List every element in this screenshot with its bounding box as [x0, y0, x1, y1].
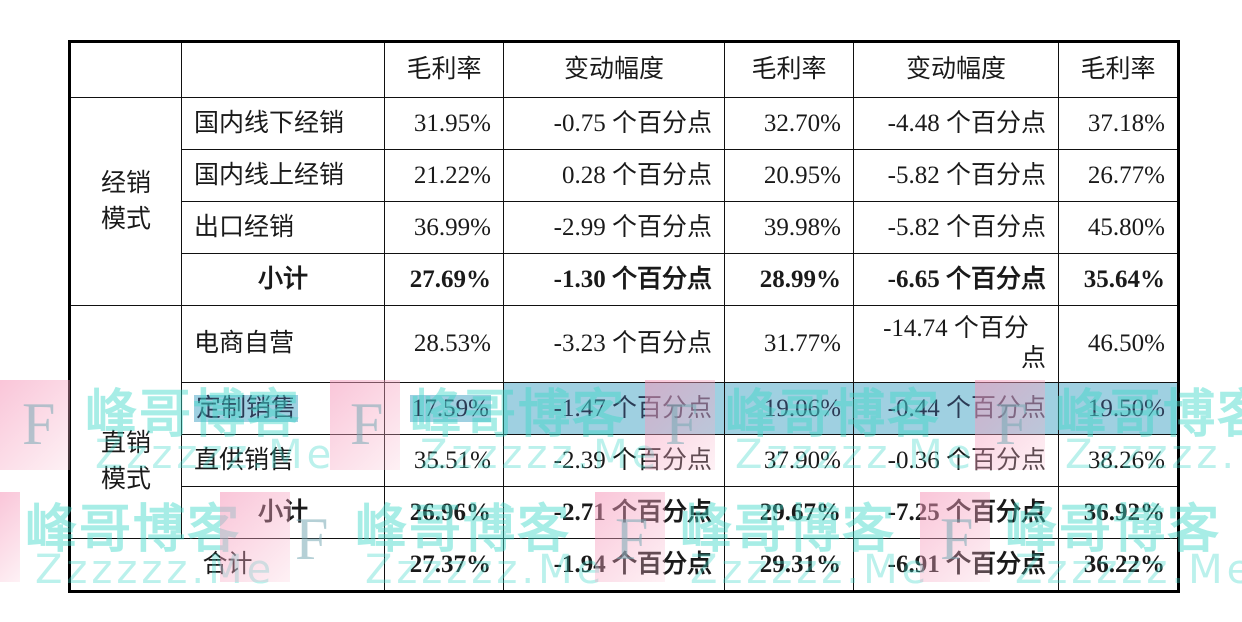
- table-row-highlighted: 定制销售 17.59% -1.47 个百分点 19.06% -0.44 个百分点…: [70, 382, 1179, 435]
- watermark-pink-block: [0, 492, 20, 582]
- cell-gm1: 28.53%: [384, 305, 504, 383]
- total-row: 合计 27.37% -1.94 个百分点 29.31% -6.91 个百分点 3…: [69, 538, 1179, 592]
- cell-chg2: -4.48 个百分点: [853, 97, 1059, 150]
- cell-gm2: 32.70%: [724, 97, 854, 150]
- row-name: 国内线上经销: [181, 149, 385, 202]
- subtotal-label: 小计: [181, 253, 385, 306]
- cell-gm2: 20.95%: [724, 149, 854, 202]
- table-row: 国内线上经销 21.22% 0.28 个百分点 20.95% -5.82 个百分…: [70, 149, 1179, 202]
- table-row: 直供销售 35.51% -2.39 个百分点 37.90% -0.36 个百分点…: [70, 434, 1179, 487]
- group-label-direct: 直销模式: [69, 305, 182, 539]
- cell-gm3: 26.77%: [1058, 149, 1179, 202]
- cell-gm2: 28.99%: [724, 253, 854, 306]
- cell-chg2-line1: -14.74 个百分: [883, 315, 1029, 342]
- cell-gm2: 29.31%: [724, 538, 854, 592]
- row-name: 出口经销: [181, 201, 385, 254]
- watermark-letter: F: [22, 391, 56, 457]
- cell-chg2: -0.36 个百分点: [853, 434, 1059, 487]
- header-blank-1: [69, 41, 182, 98]
- cell-gm3: 36.22%: [1058, 538, 1179, 592]
- watermark-pink-block: [0, 380, 70, 470]
- cell-gm2: 29.67%: [724, 486, 854, 539]
- cell-gm3: 38.26%: [1058, 434, 1179, 487]
- row-name: 国内线下经销: [181, 97, 385, 150]
- cell-chg2: -6.91 个百分点: [853, 538, 1059, 592]
- header-gross-margin-3: 毛利率: [1058, 41, 1179, 98]
- table-row: 直销模式 电商自营 28.53% -3.23 个百分点 31.77% -14.7…: [69, 305, 1179, 539]
- cell-gm3: 37.18%: [1058, 97, 1179, 150]
- header-blank-2: [181, 41, 385, 98]
- cell-gm2: 39.98%: [724, 201, 854, 254]
- header-change-2: 变动幅度: [853, 41, 1059, 98]
- subtotal-label: 小计: [181, 486, 385, 539]
- cell-gm3: 36.92%: [1058, 486, 1179, 539]
- cell-gm1: 17.59%: [384, 382, 504, 435]
- table-row: 出口经销 36.99% -2.99 个百分点 39.98% -5.82 个百分点…: [70, 201, 1179, 254]
- group-label-distribution: 经销模式: [69, 97, 182, 306]
- cell-gm3[interactable]: 19.50%: [1058, 382, 1179, 435]
- cell-chg2: -6.65 个百分点: [853, 253, 1059, 306]
- cell-chg1: -0.75 个百分点: [503, 97, 725, 150]
- cell-chg1: -1.94 个百分点: [503, 538, 725, 592]
- cell-chg2: -7.25 个百分点: [853, 486, 1059, 539]
- total-label: 合计: [69, 538, 385, 592]
- cell-gm2: 31.77%: [724, 305, 854, 383]
- cell-chg1: -1.30 个百分点: [503, 253, 725, 306]
- header-gross-margin-1: 毛利率: [384, 41, 504, 98]
- cell-gm3: 46.50%: [1058, 305, 1179, 383]
- table-row: 经销模式 国内线下经销 31.95% -0.75 个百分点 32.70% -4.…: [69, 97, 1179, 306]
- header-change-1: 变动幅度: [503, 41, 725, 98]
- row-name: 直供销售: [181, 434, 385, 487]
- cell-gm3: 45.80%: [1058, 201, 1179, 254]
- cell-chg1: -2.39 个百分点: [503, 434, 725, 487]
- cell-gm1: 36.99%: [384, 201, 504, 254]
- cell-gm1: 35.51%: [384, 434, 504, 487]
- selected-text[interactable]: 定制销售: [194, 394, 299, 422]
- cell-chg1[interactable]: -1.47 个百分点: [503, 382, 725, 435]
- cell-gm2: 37.90%: [724, 434, 854, 487]
- cell-gm1: 27.37%: [384, 538, 504, 592]
- cell-chg2[interactable]: -0.44 个百分点: [853, 382, 1059, 435]
- subtotal-row: 小计 27.69% -1.30 个百分点 28.99% -6.65 个百分点 3…: [70, 253, 1179, 306]
- cell-chg1: 0.28 个百分点: [503, 149, 725, 202]
- cell-gm1: 26.96%: [384, 486, 504, 539]
- cell-chg2: -5.82 个百分点: [853, 149, 1059, 202]
- subtotal-row: 小计 26.96% -2.71 个百分点 29.67% -7.25 个百分点 3…: [70, 486, 1179, 539]
- row-name: 电商自营: [181, 305, 385, 383]
- cell-gm1: 31.95%: [384, 97, 504, 150]
- cell-chg1: -2.71 个百分点: [503, 486, 725, 539]
- cell-chg2-line2: 点: [1020, 345, 1046, 372]
- cell-gm1: 27.69%: [384, 253, 504, 306]
- header-gross-margin-2: 毛利率: [724, 41, 854, 98]
- cell-chg2: -14.74 个百分 点: [853, 305, 1059, 383]
- cell-chg1: -3.23 个百分点: [503, 305, 725, 383]
- cell-gm1: 21.22%: [384, 149, 504, 202]
- row-name: 定制销售: [181, 382, 385, 435]
- cell-gm3: 35.64%: [1058, 253, 1179, 306]
- cell-chg1: -2.99 个百分点: [503, 201, 725, 254]
- cell-chg2: -5.82 个百分点: [853, 201, 1059, 254]
- gross-margin-table: 毛利率 变动幅度 毛利率 变动幅度 毛利率 经销模式 国内线下经销 31.95%…: [68, 40, 1180, 593]
- header-row: 毛利率 变动幅度 毛利率 变动幅度 毛利率: [69, 41, 1179, 98]
- selected-text[interactable]: 17.59%: [409, 394, 491, 422]
- cell-gm2[interactable]: 19.06%: [724, 382, 854, 435]
